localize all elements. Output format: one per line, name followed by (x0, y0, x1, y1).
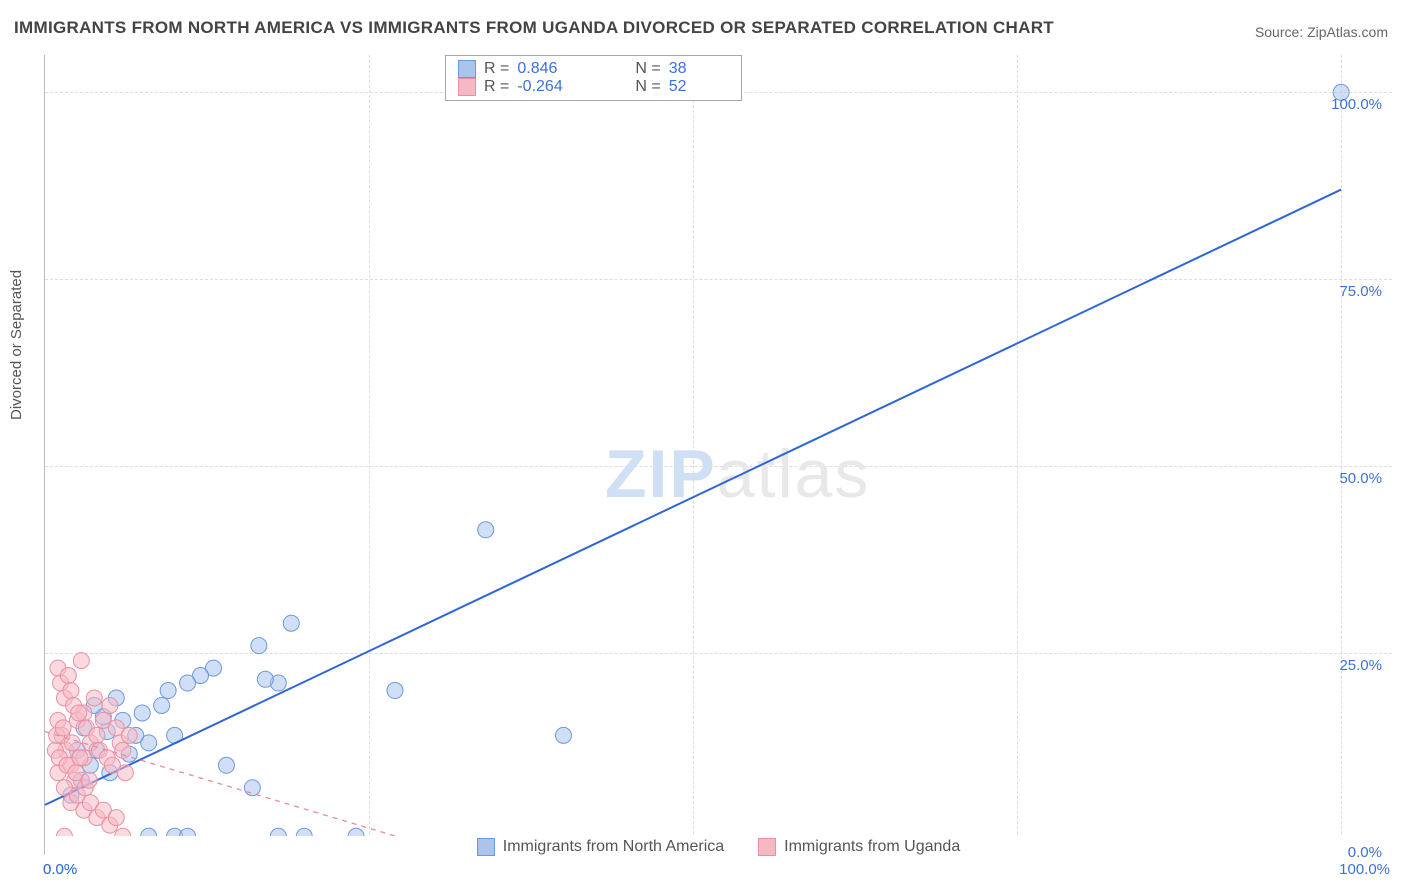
legend-item-1: Immigrants from North America (477, 838, 724, 856)
xtick-label: 100.0% (1339, 861, 1390, 878)
source-attribution: Source: ZipAtlas.com (1255, 24, 1388, 40)
stats-row-series1: R = 0.846 N = 38 (458, 60, 729, 78)
stats-box: R = 0.846 N = 38 R = -0.264 N = 52 (445, 55, 742, 101)
data-point (218, 757, 234, 773)
data-point (251, 638, 267, 654)
data-point (73, 653, 89, 669)
chart-title: IMMIGRANTS FROM NORTH AMERICA VS IMMIGRA… (14, 18, 1054, 38)
data-point (72, 750, 88, 766)
plot-area: ZIPatlas R = 0.846 N = 38 R = -0.264 N =… (44, 55, 1392, 855)
data-point (154, 697, 170, 713)
data-point (387, 683, 403, 699)
legend-swatch-2 (758, 838, 776, 856)
y-axis-label: Divorced or Separated (8, 270, 25, 420)
data-point (257, 671, 273, 687)
stats-row-series2: R = -0.264 N = 52 (458, 78, 729, 96)
x-legend: Immigrants from North America Immigrants… (45, 836, 1392, 856)
ytick-label: 50.0% (1339, 470, 1382, 487)
data-point (71, 705, 87, 721)
ytick-label: 25.0% (1339, 657, 1382, 674)
legend-swatch-1 (477, 838, 495, 856)
data-point (283, 615, 299, 631)
data-point (86, 690, 102, 706)
n-label-2: N = (635, 78, 660, 96)
legend-label-1: Immigrants from North America (503, 838, 724, 856)
data-point (102, 697, 118, 713)
data-point (555, 727, 571, 743)
data-point (244, 780, 260, 796)
ytick-label: 75.0% (1339, 283, 1382, 300)
data-point (121, 727, 137, 743)
r-label-2: R = (484, 78, 509, 96)
scatter-svg (45, 55, 1393, 855)
data-point (60, 668, 76, 684)
data-point (134, 705, 150, 721)
ytick-label: 0.0% (1348, 844, 1382, 861)
data-point (63, 683, 79, 699)
data-point (478, 522, 494, 538)
n-value-2: 52 (669, 78, 729, 96)
ytick-label: 100.0% (1331, 96, 1382, 113)
data-point (115, 742, 131, 758)
data-point (89, 727, 105, 743)
data-point (64, 735, 80, 751)
r-value-2: -0.264 (517, 78, 627, 96)
chart-container: ZIPatlas R = 0.846 N = 38 R = -0.264 N =… (44, 55, 1392, 855)
data-point (117, 765, 133, 781)
legend-item-2: Immigrants from Uganda (758, 838, 960, 856)
data-point (160, 683, 176, 699)
r-value-1: 0.846 (517, 60, 627, 78)
n-value-1: 38 (669, 60, 729, 78)
data-point (108, 810, 124, 826)
swatch-series1 (458, 60, 476, 78)
r-label-1: R = (484, 60, 509, 78)
legend-label-2: Immigrants from Uganda (784, 838, 960, 856)
data-point (180, 675, 196, 691)
data-point (55, 720, 71, 736)
regression-line (45, 190, 1341, 805)
n-label-1: N = (635, 60, 660, 78)
data-point (81, 772, 97, 788)
swatch-series2 (458, 78, 476, 96)
